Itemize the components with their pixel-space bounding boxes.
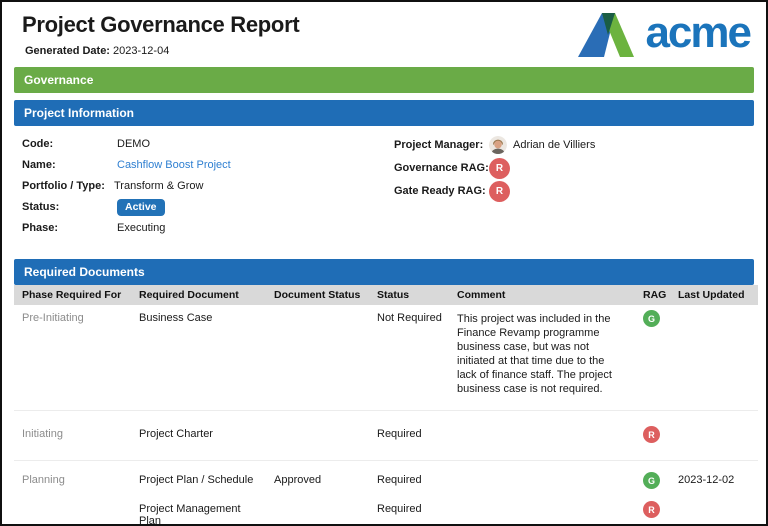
info-row-portfolio: Portfolio / Type: Transform & Grow (22, 176, 394, 196)
acme-logo: acme (577, 8, 752, 57)
info-row-governance-rag: Governance RAG: R (394, 157, 734, 179)
gate-ready-rag-badge: R (489, 180, 510, 202)
col-phase-required-for: Phase Required For (14, 285, 131, 305)
status-label: Status: (22, 201, 60, 213)
table-row: Initiating Project Charter Required R (14, 410, 758, 461)
cell-doc-status (266, 305, 369, 411)
col-rag: RAG (635, 285, 670, 305)
name-label: Name: (22, 159, 56, 171)
code-label: Code: (22, 138, 54, 150)
cell-status: Not Required (377, 312, 442, 324)
cell-comment: This project was included in the Finance… (457, 313, 612, 395)
info-row-code: Code: DEMO (22, 134, 394, 154)
rag-badge: G (643, 472, 660, 489)
generated-date-value: 2023-12-04 (113, 45, 170, 57)
phase-value: Executing (117, 222, 166, 234)
phase-label: Phase: (22, 222, 59, 234)
status-badge: Active (117, 198, 165, 216)
project-name-link[interactable]: Cashflow Boost Project (117, 159, 231, 171)
table-row: Project Management Plan Required R (14, 494, 758, 526)
code-value: DEMO (117, 138, 150, 150)
acme-logo-mark-icon (578, 13, 635, 57)
cell-status: Required (377, 503, 422, 515)
generated-date: Generated Date: 2023-12-04 (25, 45, 299, 57)
cell-phase: Planning (14, 460, 131, 494)
cell-last-updated (670, 305, 758, 411)
section-governance: Governance (14, 67, 754, 93)
table-header-row: Phase Required For Required Document Doc… (14, 285, 758, 305)
project-info: Code: DEMO Name: Cashflow Boost Project … (2, 126, 766, 252)
generated-date-label: Generated Date: (25, 45, 110, 57)
cell-document: Project Charter (131, 410, 266, 461)
col-comment: Comment (449, 285, 635, 305)
info-row-phase: Phase: Executing (22, 218, 394, 238)
section-project-information: Project Information (14, 100, 754, 126)
info-row-status: Status: Active (22, 197, 394, 217)
col-status: Status (369, 285, 449, 305)
cell-comment (449, 494, 635, 524)
table-row: Pre-Initiating Business Case Not Require… (14, 305, 758, 411)
rag-badge: G (643, 310, 660, 327)
required-documents-table: Phase Required For Required Document Doc… (14, 285, 758, 526)
governance-rag-label: Governance RAG: (394, 162, 489, 174)
cell-status: Required (369, 460, 449, 494)
cell-doc-status (266, 494, 369, 524)
rag-badge: R (643, 501, 660, 518)
info-row-gate-ready-rag: Gate Ready RAG: R (394, 180, 734, 202)
page-title: Project Governance Report (22, 12, 300, 37)
acme-logo-text: acme (645, 8, 752, 57)
col-last-updated: Last Updated (670, 285, 758, 305)
project-manager-name: Adrian de Villiers (513, 139, 596, 151)
cell-document: Project Management Plan (139, 503, 241, 526)
info-row-name: Name: Cashflow Boost Project (22, 155, 394, 175)
table-row: Planning Project Plan / Schedule Approve… (14, 460, 758, 494)
cell-document: Project Plan / Schedule (131, 460, 266, 494)
col-required-document: Required Document (131, 285, 266, 305)
cell-doc-status: Approved (266, 460, 369, 494)
rag-badge: R (643, 426, 660, 443)
section-required-documents: Required Documents (14, 259, 754, 285)
project-manager-label: Project Manager: (394, 139, 484, 151)
report-header: Project Governance Report Generated Date… (2, 2, 766, 57)
cell-comment (449, 460, 635, 494)
cell-status: Required (369, 410, 449, 461)
cell-doc-status (266, 410, 369, 461)
portfolio-value: Transform & Grow (114, 180, 204, 192)
col-document-status: Document Status (266, 285, 369, 305)
cell-phase: Pre-Initiating (22, 312, 84, 324)
cell-last-updated: 2023-12-02 (670, 460, 758, 494)
cell-phase (14, 494, 131, 524)
portfolio-label: Portfolio / Type: (22, 180, 105, 192)
cell-phase: Initiating (14, 410, 131, 461)
cell-comment (449, 410, 635, 461)
project-manager-avatar (489, 136, 507, 154)
cell-last-updated (670, 410, 758, 461)
info-row-project-manager: Project Manager: Adrian de Villiers (394, 134, 734, 156)
cell-document: Business Case (139, 312, 213, 324)
gate-ready-rag-label: Gate Ready RAG: (394, 185, 486, 197)
cell-last-updated (670, 494, 758, 524)
governance-rag-badge: R (489, 157, 510, 179)
